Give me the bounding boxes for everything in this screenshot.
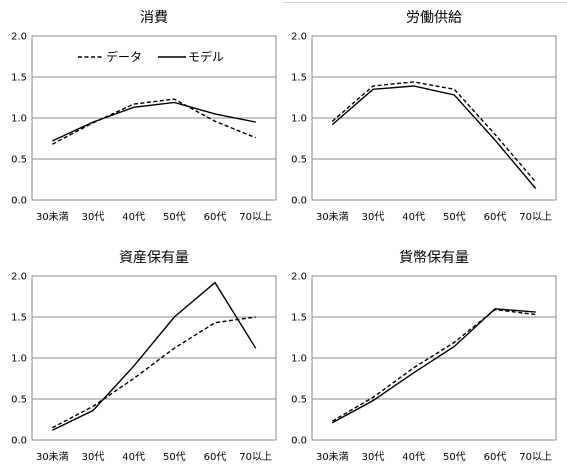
x-tick-label: 30未満: [316, 451, 349, 463]
x-tick-label: 30代: [82, 451, 105, 463]
y-tick-label: 0.5: [291, 395, 307, 406]
x-tick-label: 50代: [163, 211, 186, 223]
x-tick-label: 40代: [122, 211, 145, 223]
x-tick-label: 60代: [484, 451, 507, 463]
y-tick-label: 1.0: [291, 114, 307, 125]
x-tick-label: 30未満: [36, 451, 69, 463]
series-line-model: [51, 281, 257, 431]
x-tick-label: 30代: [362, 211, 385, 223]
y-tick-label: 1.5: [291, 313, 307, 324]
panel-title: 消費: [140, 10, 168, 26]
y-tick-label: 1.5: [291, 73, 307, 84]
x-tick-label: 60代: [484, 211, 507, 223]
x-tick-label: 70以上: [519, 451, 552, 463]
x-tick-label: 30未満: [316, 211, 349, 223]
series-line-model: [52, 101, 256, 142]
plot-frame: [311, 35, 557, 201]
legend-label-data: データ: [106, 49, 142, 64]
legend: データ モデル: [78, 49, 224, 64]
legend-label-model: モデル: [188, 49, 224, 64]
y-tick-label: 0.0: [11, 196, 27, 207]
x-tick-label: 50代: [443, 451, 466, 463]
x-tick-label: 50代: [163, 451, 186, 463]
y-tick-label: 2.0: [291, 32, 307, 43]
y-tick-label: 2.0: [11, 272, 27, 283]
chart-panel-asset-holdings: 0.0 0.5 1.0 1.5 2.0 30未満 30代 40代 50代 60代 70以上 資産保有量: [11, 250, 277, 463]
series-line-data: [331, 81, 537, 183]
x-tick-label: 70以上: [239, 451, 272, 463]
plot-frame: [31, 35, 277, 201]
x-tick-label: 50代: [443, 211, 466, 223]
y-tick-label: 0.0: [11, 436, 27, 447]
x-tick-label: 70以上: [519, 211, 552, 223]
x-tick-label: 40代: [402, 211, 425, 223]
x-tick-label: 30代: [82, 211, 105, 223]
y-tick-label: 1.0: [11, 354, 27, 365]
y-tick-label: 2.0: [11, 32, 27, 43]
plot-frame: [31, 275, 277, 441]
y-tick-label: 2.0: [291, 272, 307, 283]
x-tick-label: 70以上: [239, 211, 272, 223]
panel-title: 貨幣保有量: [399, 249, 469, 266]
x-tick-label: 60代: [204, 211, 227, 223]
panel-title: 資産保有量: [119, 250, 189, 266]
x-tick-label: 60代: [204, 451, 227, 463]
x-tick-label: 40代: [402, 451, 425, 463]
chart-panel-consumption: 0.0 0.5 1.0 1.5 2.0 30未満 30代 40代 50代 60代 70以上 消費データ…: [11, 10, 277, 223]
y-tick-label: 0.5: [291, 155, 307, 166]
y-tick-label: 0.5: [11, 395, 27, 406]
y-tick-label: 1.0: [291, 354, 307, 365]
plot-frame: [311, 275, 557, 441]
y-tick-label: 1.5: [11, 313, 27, 324]
y-tick-label: 1.0: [11, 114, 27, 125]
panel-title: 労働供給: [406, 10, 462, 26]
chart-panel-labor-supply: 0.0 0.5 1.0 1.5 2.0 30未満 30代 40代 50代 60代 70以上 労働供給: [291, 10, 557, 223]
x-tick-label: 30代: [362, 451, 385, 463]
series-line-model: [331, 308, 536, 424]
y-tick-label: 0.0: [291, 196, 307, 207]
y-tick-label: 0.5: [11, 155, 27, 166]
series-line-data: [51, 316, 256, 429]
series-line-data: [51, 98, 256, 145]
x-tick-label: 40代: [122, 451, 145, 463]
series-line-model: [331, 85, 537, 189]
panel-divider-top: [283, 2, 567, 3]
series-line-data: [331, 308, 536, 422]
y-tick-label: 0.0: [291, 436, 307, 447]
y-tick-label: 1.5: [11, 73, 27, 84]
chart-panel-money-holdings: 0.0 0.5 1.0 1.5 2.0 30未満 30代 40代 50代 60代 70以上 貨幣保有量: [291, 249, 557, 463]
x-tick-label: 30未満: [36, 211, 69, 223]
